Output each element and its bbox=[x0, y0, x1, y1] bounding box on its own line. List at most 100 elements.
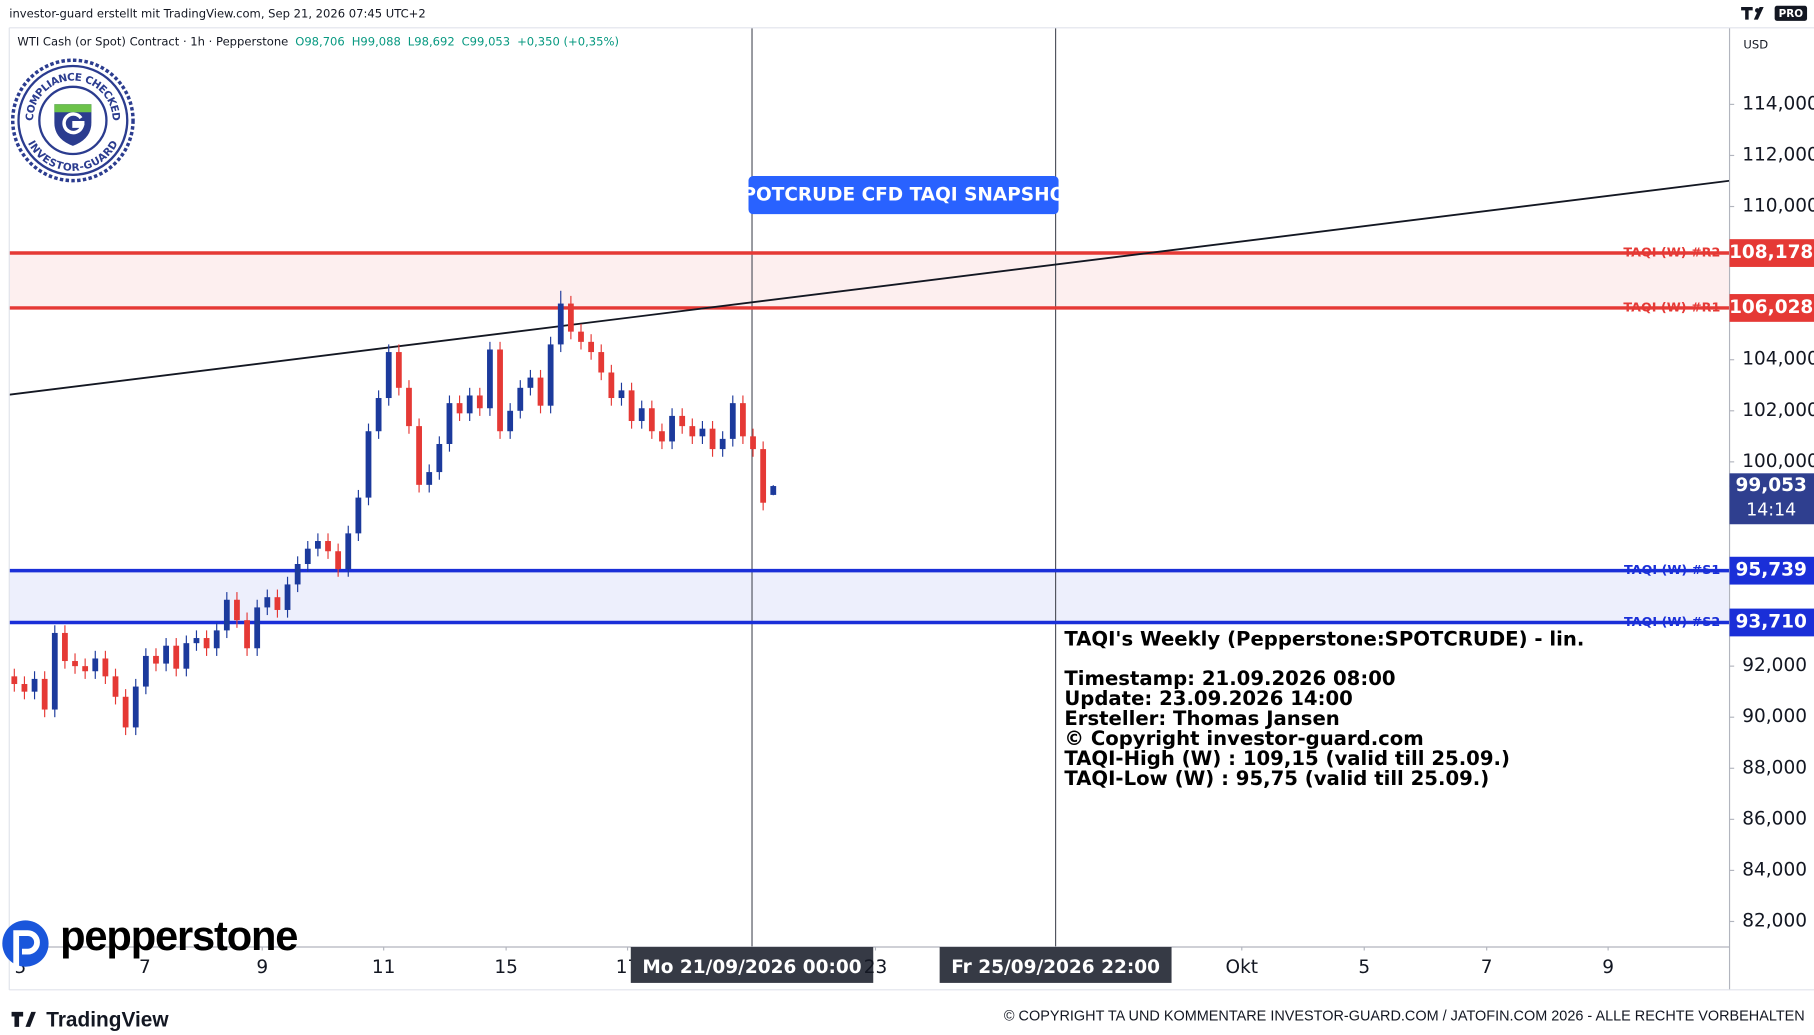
x-tick-label: 15 bbox=[494, 957, 518, 978]
candle-body bbox=[355, 497, 362, 534]
x-tick-label: Okt bbox=[1226, 957, 1259, 978]
x-tick-label: 7 bbox=[1481, 957, 1493, 978]
candle-body bbox=[365, 431, 372, 498]
candle-body bbox=[183, 643, 190, 669]
candle-body bbox=[719, 438, 726, 450]
candle-body bbox=[213, 630, 220, 649]
candle-body bbox=[466, 395, 473, 414]
candle-body bbox=[699, 428, 706, 437]
level-price-bg bbox=[1729, 239, 1814, 267]
axes: 82,000 84,000 86,000 88,000 90,000 92,000 100,… bbox=[8, 27, 1814, 991]
last-price-countdown: 14:14 bbox=[1746, 500, 1796, 520]
compliance-badge: COMPLIANCE CHECKED INVESTOR-GUARD bbox=[10, 58, 135, 183]
candle-body bbox=[203, 638, 210, 649]
candle-body bbox=[689, 426, 696, 437]
candle-body bbox=[436, 443, 443, 473]
info-line: Update: 23.09.2026 14:00 bbox=[1064, 687, 1352, 710]
level-price-label: 108,178 bbox=[1729, 242, 1813, 263]
candle-body bbox=[456, 403, 463, 414]
candle-body bbox=[82, 666, 89, 672]
trendline bbox=[9, 179, 1730, 396]
level-price-bg bbox=[1729, 556, 1814, 585]
ohlc-value: H99,088 bbox=[352, 34, 401, 48]
y-tick-label: 104,000 bbox=[1742, 349, 1814, 370]
broker-icon-p bbox=[13, 930, 40, 967]
ohlc-value: +0,350 (+0,35%) bbox=[517, 34, 619, 48]
candle-body bbox=[648, 408, 655, 432]
candle-body bbox=[638, 408, 645, 422]
last-price-bg bbox=[1729, 473, 1814, 525]
level-name: TAQI (W) #R2 bbox=[1623, 246, 1720, 261]
candle-body bbox=[223, 599, 230, 631]
candle-body bbox=[628, 390, 635, 422]
tv-footer-icon bbox=[11, 1011, 36, 1027]
candle-body bbox=[315, 541, 321, 549]
ohlc-value: L98,692 bbox=[408, 34, 455, 48]
candle-body bbox=[598, 352, 605, 373]
y-tick-label: 112,000 bbox=[1742, 144, 1814, 165]
candle-body bbox=[31, 678, 38, 692]
x-tick-label: 23 bbox=[864, 957, 888, 978]
candle-body bbox=[193, 638, 200, 644]
info-line: Timestamp: 21.09.2026 08:00 bbox=[1064, 667, 1395, 690]
y-tick-label: 90,000 bbox=[1742, 706, 1807, 727]
candle-body bbox=[750, 436, 756, 450]
candle-body bbox=[41, 678, 48, 710]
badge-shield-top bbox=[54, 104, 92, 113]
y-tick-label: 92,000 bbox=[1742, 655, 1807, 676]
candle-body bbox=[395, 352, 402, 388]
candle-body bbox=[122, 696, 129, 728]
symbol-legend: WTI Cash (or Spot) Contract · 1h · Peppe… bbox=[17, 34, 619, 48]
platform-name: TradingView bbox=[46, 1009, 169, 1032]
candle-body bbox=[163, 645, 169, 664]
candle-body bbox=[729, 403, 736, 439]
y-tick-label: 110,000 bbox=[1742, 196, 1814, 217]
candle-body bbox=[760, 449, 767, 503]
candle-body bbox=[234, 599, 240, 621]
candle-body bbox=[679, 415, 686, 427]
candle-body bbox=[284, 584, 291, 610]
candle-body bbox=[345, 533, 352, 570]
broker-name: pepperstone bbox=[60, 912, 297, 959]
x-tick-label-highlight: Mo 21/09/2026 00:00 bbox=[642, 957, 861, 978]
candle-body bbox=[11, 676, 18, 685]
pro-bg bbox=[1774, 5, 1808, 21]
badge-g bbox=[62, 112, 85, 135]
tradingview-logo: TradingView bbox=[11, 1009, 169, 1032]
info-title: TAQI's Weekly (Pepperstone:SPOTCRUDE) - … bbox=[1064, 628, 1584, 651]
candle-body bbox=[416, 426, 422, 485]
ohlc-value: O98,706 bbox=[295, 34, 345, 48]
candle-body bbox=[578, 331, 584, 342]
candle-body bbox=[244, 620, 250, 649]
y-tick-label: 102,000 bbox=[1742, 400, 1814, 421]
annotation-text: SPOTCRUDE CFD TAQI SNAPSHOT bbox=[729, 185, 1078, 206]
level-name: TAQI (W) #R1 bbox=[1623, 300, 1720, 315]
footer-copyright: © COPYRIGHT TA UND KOMMENTARE INVESTOR-G… bbox=[1004, 1008, 1805, 1024]
candles bbox=[11, 290, 777, 736]
candle-body bbox=[659, 431, 665, 442]
y-tick-label: 86,000 bbox=[1742, 808, 1807, 829]
level-price-label: 93,710 bbox=[1736, 611, 1807, 632]
x-tick-label: 11 bbox=[372, 957, 396, 978]
x-tick-label: 5 bbox=[14, 957, 26, 978]
level-price-bg bbox=[1729, 608, 1814, 637]
candle-body bbox=[517, 387, 524, 411]
candle-body bbox=[112, 676, 119, 697]
info-line: TAQI-Low (W) : 95,75 (valid till 25.09.) bbox=[1064, 767, 1489, 790]
candle-body bbox=[72, 661, 78, 667]
candle-body bbox=[537, 377, 544, 406]
x-tick-label-highlight: Fr 25/09/2026 22:00 bbox=[951, 957, 1160, 978]
candle-body bbox=[446, 403, 453, 444]
candle-body bbox=[92, 658, 99, 672]
candle-body bbox=[21, 684, 28, 692]
candle-body bbox=[51, 632, 58, 710]
level-zone bbox=[9, 253, 1730, 308]
broker-icon bbox=[2, 920, 49, 967]
candle-body bbox=[385, 352, 392, 399]
symbol: WTI Cash (or Spot) Contract · 1h · Peppe… bbox=[17, 34, 288, 48]
candle-body bbox=[487, 349, 493, 409]
candle-body bbox=[375, 398, 382, 432]
candle-body bbox=[254, 607, 261, 649]
